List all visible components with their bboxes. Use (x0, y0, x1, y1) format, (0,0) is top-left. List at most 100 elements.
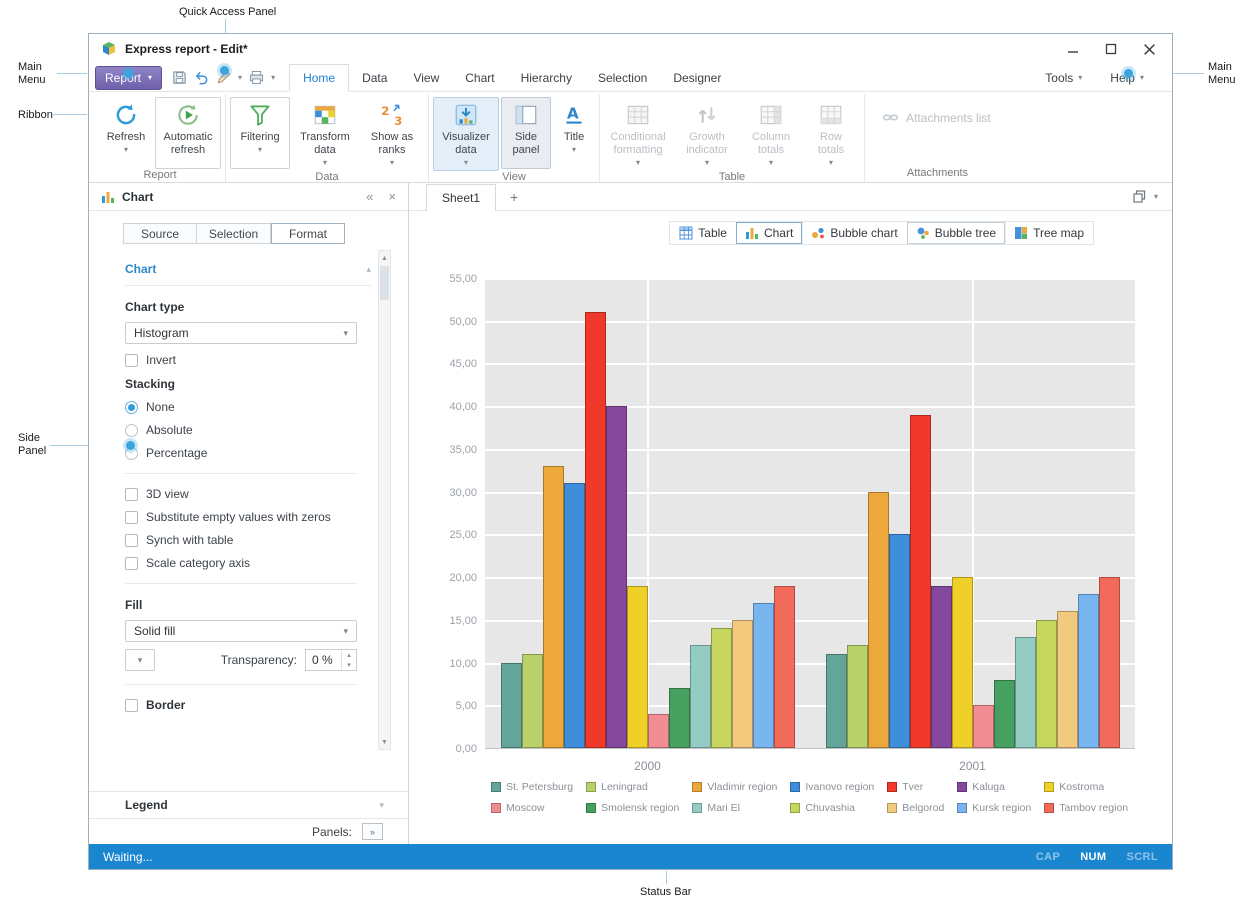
legend-item-moscow[interactable]: Moscow (491, 802, 573, 814)
filtering-button[interactable]: Filtering ▾ (230, 97, 290, 169)
legend-item-ivanovo-region[interactable]: Ivanovo region (790, 781, 874, 793)
visualizer-data-button[interactable]: Visualizer data ▾ (433, 97, 499, 171)
bar-smolensk-region-2000[interactable] (668, 688, 690, 748)
save-icon[interactable] (172, 70, 187, 85)
bar-mari-el-2000[interactable] (689, 645, 711, 748)
automatic-refresh-button[interactable]: Automatic refresh (155, 97, 221, 169)
3d-view-checkbox[interactable]: 3D view (125, 487, 371, 501)
tab-selection[interactable]: Selection (197, 223, 271, 244)
undo-icon[interactable] (194, 70, 209, 85)
legend-item-mari-el[interactable]: Mari El (692, 802, 777, 814)
view-table-button[interactable]: Table (670, 222, 736, 244)
sheet-tab[interactable]: Sheet1 (426, 184, 497, 211)
bar-ivanovo-region-2000[interactable] (563, 483, 585, 748)
bar-kaluga-2001[interactable] (930, 586, 952, 748)
chart-type-select[interactable]: Histogram ▾ (125, 322, 357, 344)
bar-st-petersburg-2001[interactable] (825, 654, 847, 748)
invert-checkbox[interactable]: Invert (125, 353, 371, 367)
bar-leningrad-2001[interactable] (846, 645, 868, 748)
fill-select[interactable]: Solid fill ▾ (125, 620, 357, 642)
bar-ivanovo-region-2001[interactable] (888, 534, 910, 748)
tab-selection[interactable]: Selection (597, 70, 648, 85)
bar-kostroma-2000[interactable] (626, 586, 648, 748)
title-button[interactable]: A Title ▾ (553, 97, 595, 169)
section-legend[interactable]: Legend ▾ (89, 791, 408, 818)
spinner-down-icon[interactable]: ▾ (347, 662, 351, 669)
legend-item-chuvashia[interactable]: Chuvashia (790, 802, 874, 814)
tools-menu[interactable]: Tools ▾ (1045, 70, 1083, 85)
scroll-down-icon[interactable]: ▼ (379, 735, 390, 749)
tab-hierarchy[interactable]: Hierarchy (520, 70, 572, 85)
tab-view[interactable]: View (413, 70, 440, 85)
tab-designer[interactable]: Designer (673, 70, 722, 85)
bar-leningrad-2000[interactable] (521, 654, 543, 748)
print-icon[interactable] (249, 70, 264, 85)
tab-chart[interactable]: Chart (465, 70, 495, 85)
bar-kaluga-2000[interactable] (605, 406, 627, 748)
transparency-spinner[interactable]: 0 % ▴ ▾ (305, 649, 357, 671)
panels-expand-button[interactable]: » (362, 823, 383, 840)
tab-home[interactable]: Home (289, 64, 350, 92)
bar-kursk-region-2000[interactable] (752, 603, 774, 748)
legend-item-tambov-region[interactable]: Tambov region (1044, 802, 1128, 814)
bar-kostroma-2001[interactable] (951, 577, 973, 748)
view-chart-button[interactable]: Chart (735, 222, 803, 244)
scale-category-axis-checkbox[interactable]: Scale category axis (125, 556, 371, 570)
legend-item-leningrad[interactable]: Leningrad (586, 781, 679, 793)
bar-tver-2000[interactable] (584, 312, 606, 748)
chevron-down-icon[interactable]: ▾ (1153, 192, 1158, 201)
spinner-up-icon[interactable]: ▴ (347, 652, 351, 659)
bar-smolensk-region-2001[interactable] (993, 680, 1015, 748)
tab-data[interactable]: Data (362, 70, 388, 85)
legend-item-kaluga[interactable]: Kaluga (957, 781, 1031, 793)
minimize-button[interactable] (1054, 35, 1092, 63)
restore-panel-icon[interactable] (1133, 190, 1146, 203)
bar-mari-el-2001[interactable] (1014, 637, 1036, 748)
bar-moscow-2000[interactable] (647, 714, 669, 748)
chevron-down-icon[interactable]: ▾ (238, 73, 243, 82)
legend-item-st-petersburg[interactable]: St. Petersburg (491, 781, 573, 793)
view-tree-map-button[interactable]: Tree map (1005, 222, 1093, 244)
bar-tambov-region-2000[interactable] (773, 586, 795, 748)
tab-source[interactable]: Source (123, 223, 197, 244)
bar-tver-2001[interactable] (909, 415, 931, 748)
bar-belgorod-2001[interactable] (1056, 611, 1078, 748)
scroll-up-icon[interactable]: ▲ (379, 251, 390, 265)
transform-data-button[interactable]: Transform data ▾ (292, 97, 358, 171)
legend-item-belgorod[interactable]: Belgorod (887, 802, 944, 814)
bar-chuvashia-2000[interactable] (710, 628, 732, 748)
chevron-down-icon[interactable]: ▾ (271, 73, 276, 82)
legend-item-vladimir-region[interactable]: Vladimir region (692, 781, 777, 793)
close-button[interactable] (1130, 35, 1168, 63)
border-checkbox[interactable]: Border (125, 698, 371, 712)
maximize-button[interactable] (1092, 35, 1130, 63)
side-panel-scrollbar[interactable]: ▲ ▼ (378, 250, 391, 750)
add-sheet-button[interactable]: + (510, 188, 519, 205)
legend-item-tver[interactable]: Tver (887, 781, 944, 793)
bar-tambov-region-2001[interactable] (1098, 577, 1120, 748)
collapse-panel-icon[interactable]: « (366, 189, 374, 204)
bar-belgorod-2000[interactable] (731, 620, 753, 748)
side-panel-button[interactable]: Side panel (501, 97, 551, 169)
legend-item-kursk-region[interactable]: Kursk region (957, 802, 1031, 814)
legend-item-kostroma[interactable]: Kostroma (1044, 781, 1128, 793)
stacking-absolute-radio[interactable]: Absolute (125, 423, 371, 437)
close-panel-icon[interactable]: × (388, 189, 396, 204)
refresh-button[interactable]: Refresh ▾ (99, 97, 153, 169)
legend-item-smolensk-region[interactable]: Smolensk region (586, 802, 679, 814)
bar-moscow-2001[interactable] (972, 705, 994, 748)
bar-vladimir-region-2000[interactable] (542, 466, 564, 748)
view-bubble-chart-button[interactable]: Bubble chart (802, 222, 906, 244)
stacking-none-radio[interactable]: None (125, 400, 371, 414)
scrollbar-thumb[interactable] (380, 266, 389, 300)
bar-vladimir-region-2001[interactable] (867, 492, 889, 748)
fill-color-button[interactable]: ▾ (125, 649, 155, 671)
bar-st-petersburg-2000[interactable] (500, 663, 522, 748)
bar-chuvashia-2001[interactable] (1035, 620, 1057, 748)
tab-format[interactable]: Format (271, 223, 345, 244)
substitute-empty-values-checkbox[interactable]: Substitute empty values with zeros (125, 510, 371, 524)
bar-kursk-region-2001[interactable] (1077, 594, 1099, 748)
synch-with-table-checkbox[interactable]: Synch with table (125, 533, 371, 547)
view-bubble-tree-button[interactable]: Bubble tree (906, 222, 1006, 244)
